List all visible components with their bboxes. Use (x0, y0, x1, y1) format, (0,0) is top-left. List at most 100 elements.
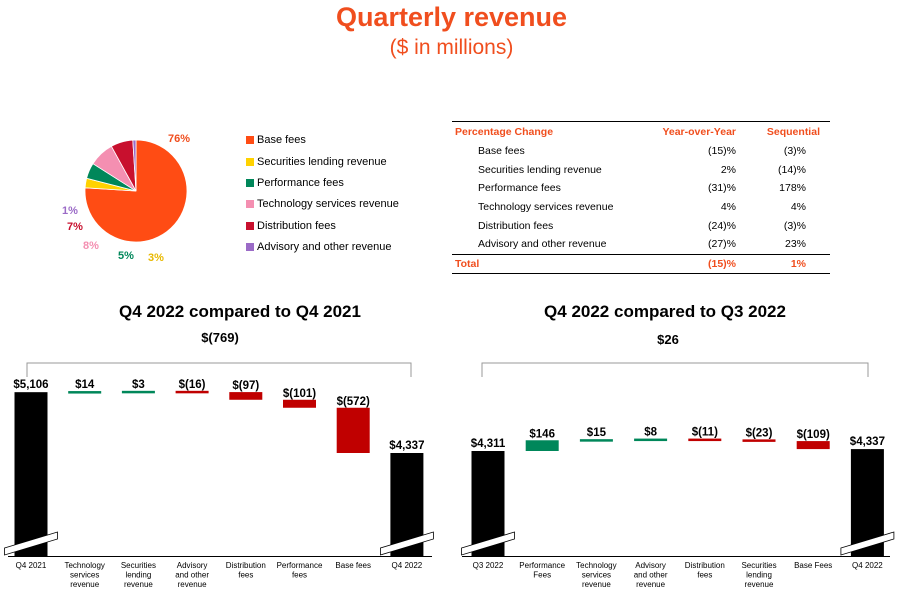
waterfall-increase-bar (525, 440, 559, 451)
waterfall-value-label: $(97) (232, 380, 259, 392)
percentage-change-table: Percentage Change Year-over-Year Sequent… (452, 121, 830, 275)
total-change-bracket (481, 362, 869, 377)
waterfall-decrease-bar (283, 399, 316, 408)
waterfall-category-label: Base fees (335, 561, 371, 570)
waterfall-category-label: Advisory and other revenue (634, 561, 668, 589)
table-cell: (3)% (783, 219, 806, 232)
waterfall-chart-q4-2022-vs-q3-2022: $4,311 Q3 2022 $146 Performance Fees $15 Techn… (461, 362, 895, 589)
waterfall-decrease-bar (742, 439, 776, 442)
category-label-line: lending (746, 571, 772, 580)
table-cell: Base fees (478, 145, 525, 158)
category-label-line: Advisory (177, 561, 208, 570)
waterfall-value-label: $4,337 (389, 440, 424, 452)
category-label-line: revenue (636, 580, 665, 589)
category-label-line: Technology (64, 561, 104, 570)
table-cell: Advisory and other revenue (478, 238, 607, 251)
waterfall-decrease-bar (175, 390, 209, 394)
category-label-line: Q4 2022 (852, 561, 883, 570)
category-label-line: Distribution (226, 561, 266, 570)
waterfall-category-label: Distribution fees (685, 561, 725, 580)
legend-item-securities-lending: Securities lending revenue (246, 156, 387, 168)
legend-label: Advisory and other revenue (257, 241, 392, 253)
category-label-line: lending (125, 571, 151, 580)
waterfall-value-label: $5,106 (13, 379, 48, 391)
waterfall-category-label: Securities lending revenue (741, 561, 776, 589)
pie-slice-advisory-and-other-revenue (132, 139, 137, 192)
pie-label-performance-fees: 5% (118, 250, 134, 262)
category-label-line: and other (175, 571, 209, 580)
table-cell: Distribution fees (478, 219, 554, 232)
waterfall-value-label: $3 (132, 379, 145, 391)
table-cell: 4% (790, 201, 806, 214)
waterfall-increase-bar (634, 438, 668, 442)
legend-item-technology-services: Technology services revenue (246, 198, 399, 210)
legend-item-base-fees: Base fees (246, 134, 306, 146)
pie-label-advisory: 1% (62, 205, 78, 217)
waterfall-category-label: Advisory and other revenue (175, 561, 209, 589)
page-subtitle: ($ in millions) (389, 36, 514, 59)
waterfall-value-label: $146 (529, 428, 555, 440)
right-section-total: $26 (657, 332, 679, 347)
table-header-row: Percentage Change Year-over-Year Sequent… (452, 121, 830, 142)
category-label-line: fees (238, 571, 253, 580)
axis-break-mark (380, 531, 434, 556)
category-label-line: revenue (745, 580, 774, 589)
legend-label: Securities lending revenue (257, 156, 387, 168)
left-section-title: Q4 2022 compared to Q4 2021 (119, 302, 361, 321)
category-label-line: Fees (533, 571, 551, 580)
waterfall-category-label: Distribution fees (226, 561, 266, 580)
waterfall-value-label: $(16) (179, 379, 206, 391)
table-row: Performance fees (31)% 178% (452, 179, 830, 198)
waterfall-category-label: Technology services revenue (576, 561, 616, 589)
waterfall-value-label: $(101) (283, 388, 316, 400)
legend-swatch (246, 158, 254, 166)
legend-swatch (246, 200, 254, 208)
table-cell: 178% (779, 182, 806, 195)
table-total-row: Total (15)% 1% (452, 253, 830, 275)
legend-swatch (246, 179, 254, 187)
legend-item-advisory: Advisory and other revenue (246, 241, 392, 253)
waterfall-category-label: Q4 2022 (392, 561, 423, 570)
waterfall-decrease-bar (229, 392, 263, 400)
category-label-line: fees (292, 571, 307, 580)
waterfall-category-label: Base Fees (794, 561, 832, 570)
waterfall-decrease-bar (796, 441, 830, 450)
legend-swatch (246, 243, 254, 251)
table-cell: (27)% (707, 238, 736, 251)
legend-label: Performance fees (257, 177, 344, 189)
waterfall-category-label: Q3 2022 (473, 561, 504, 570)
category-label-line: fees (697, 571, 712, 580)
legend-item-performance-fees: Performance fees (246, 177, 344, 189)
pie-label-base-fees: 76% (168, 133, 191, 145)
category-label-line: Securities (121, 561, 156, 570)
waterfall-category-label: Performance fees (277, 561, 323, 580)
category-label-line: Securities (741, 561, 776, 570)
waterfall-increase-bar (68, 391, 102, 394)
table-cell: Securities lending revenue (478, 163, 602, 176)
waterfall-decrease-bar (688, 438, 722, 442)
waterfall-category-label: Performance Fees (519, 561, 565, 580)
waterfall-value-label: $8 (644, 427, 657, 439)
table-cell: (15)% (707, 145, 736, 158)
axis-break-mark (4, 531, 58, 556)
waterfall-value-label: $4,311 (471, 438, 506, 450)
table-cell: (24)% (707, 219, 736, 232)
category-label-line: Advisory (635, 561, 666, 570)
waterfall-category-label: Securities lending revenue (121, 561, 156, 589)
table-cell: (14)% (777, 163, 806, 176)
category-label-line: Base fees (335, 561, 371, 570)
legend-swatch (246, 222, 254, 230)
category-label-line: Performance (277, 561, 323, 570)
category-label-line: services (582, 571, 611, 580)
table-row: Distribution fees (24)% (3)% (452, 216, 830, 235)
table-total-cell: Total (452, 253, 660, 275)
waterfall-value-label: $4,337 (850, 436, 885, 448)
waterfall-value-label: $(11) (692, 427, 718, 439)
waterfall-category-label: Technology services revenue (64, 561, 104, 589)
waterfall-decrease-bar (336, 407, 370, 453)
table-total-cell: 1% (738, 253, 830, 275)
category-label-line: revenue (70, 580, 99, 589)
table-cell: Technology services revenue (478, 201, 614, 214)
table-row: Technology services revenue 4% 4% (452, 198, 830, 217)
